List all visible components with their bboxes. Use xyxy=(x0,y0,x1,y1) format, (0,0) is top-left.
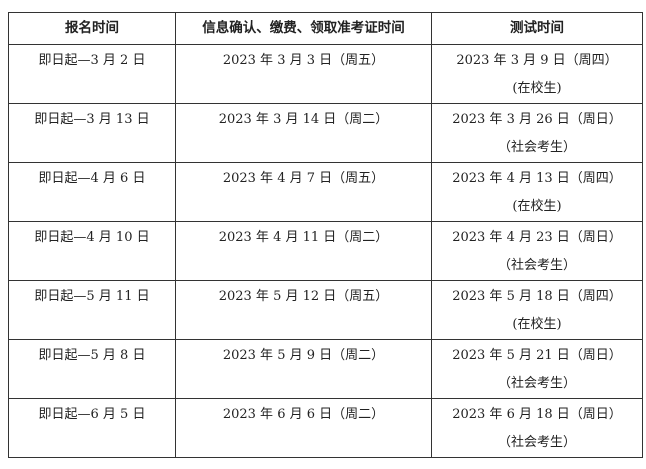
table-row: 即日起—4 月 6 日 2023 年 4 月 7 日（周五） 2023 年 4 月 … xyxy=(8,162,643,222)
header-row: 报名时间 信息确认、缴费、领取准考证时间 测试时间 xyxy=(8,12,643,45)
registration-text: 即日起—4 月 10 日 xyxy=(34,230,150,245)
header-registration: 报名时间 xyxy=(8,12,176,45)
test-date-text: 2023 年 4 月 13 日（周四） xyxy=(452,171,622,186)
registration-text: 即日起—4 月 6 日 xyxy=(38,171,146,186)
registration-text: 即日起—3 月 2 日 xyxy=(38,53,146,68)
test-date-cell: 2023 年 3 月 26 日（周日） （社会考生） xyxy=(431,103,643,163)
registration-cell: 即日起—5 月 11 日 xyxy=(8,280,176,340)
test-group-text: （社会考生） xyxy=(497,435,576,450)
registration-cell: 即日起—3 月 2 日 xyxy=(8,44,176,104)
test-group-text: (在校生) xyxy=(512,317,562,332)
confirmation-cell: 2023 年 3 月 14 日（周二） xyxy=(175,103,432,163)
test-date-text: 2023 年 3 月 9 日（周四） xyxy=(456,53,618,68)
table-row: 即日起—5 月 11 日 2023 年 5 月 12 日（周五） 2023 年 5 … xyxy=(8,280,643,340)
test-group-text: （社会考生） xyxy=(497,376,576,391)
test-date-cell: 2023 年 4 月 13 日（周四） (在校生) xyxy=(431,162,643,222)
test-date-text: 2023 年 3 月 26 日（周日） xyxy=(452,112,622,127)
table-row: 即日起—4 月 10 日 2023 年 4 月 11 日（周二） 2023 年 4 … xyxy=(8,221,643,281)
test-date-text: 2023 年 6 月 18 日（周日） xyxy=(452,407,622,422)
test-date-cell: 2023 年 6 月 18 日（周日） （社会考生） xyxy=(431,398,643,458)
registration-text: 即日起—5 月 11 日 xyxy=(34,289,150,304)
test-group-text: (在校生) xyxy=(512,199,562,214)
confirmation-cell: 2023 年 3 月 3 日（周五） xyxy=(175,44,432,104)
test-date-text: 2023 年 4 月 23 日（周日） xyxy=(452,230,622,245)
confirmation-cell: 2023 年 4 月 11 日（周二） xyxy=(175,221,432,281)
schedule-table: 报名时间 信息确认、缴费、领取准考证时间 测试时间 即日起—3 月 2 日 202… xyxy=(8,12,643,458)
test-date-cell: 2023 年 3 月 9 日（周四） (在校生) xyxy=(431,44,643,104)
registration-cell: 即日起—4 月 6 日 xyxy=(8,162,176,222)
test-group-text: （社会考生） xyxy=(497,140,576,155)
confirmation-text: 2023 年 3 月 14 日（周二） xyxy=(218,112,389,127)
confirmation-text: 2023 年 5 月 12 日（周五） xyxy=(218,289,389,304)
registration-cell: 即日起—4 月 10 日 xyxy=(8,221,176,281)
confirmation-cell: 2023 年 4 月 7 日（周五） xyxy=(175,162,432,222)
confirmation-text: 2023 年 5 月 9 日（周二） xyxy=(222,348,385,363)
registration-cell: 即日起—6 月 5 日 xyxy=(8,398,176,458)
registration-text: 即日起—6 月 5 日 xyxy=(38,407,146,422)
table-row: 即日起—6 月 5 日 2023 年 6 月 6 日（周二） 2023 年 6 月 … xyxy=(8,398,643,458)
registration-text: 即日起—3 月 13 日 xyxy=(34,112,150,127)
table-row: 即日起—3 月 13 日 2023 年 3 月 14 日（周二） 2023 年 3 … xyxy=(8,103,643,163)
test-date-text: 2023 年 5 月 21 日（周日） xyxy=(452,348,622,363)
header-test-date: 测试时间 xyxy=(431,12,643,45)
test-date-text: 2023 年 5 月 18 日（周四） xyxy=(452,289,622,304)
registration-text: 即日起—5 月 8 日 xyxy=(38,348,146,363)
table-row: 即日起—3 月 2 日 2023 年 3 月 3 日（周五） 2023 年 3 月 … xyxy=(8,44,643,104)
registration-cell: 即日起—5 月 8 日 xyxy=(8,339,176,399)
confirmation-text: 2023 年 3 月 3 日（周五） xyxy=(222,53,385,68)
header-confirmation: 信息确认、缴费、领取准考证时间 xyxy=(175,12,432,45)
confirmation-cell: 2023 年 6 月 6 日（周二） xyxy=(175,398,432,458)
confirmation-text: 2023 年 6 月 6 日（周二） xyxy=(222,407,385,422)
confirmation-text: 2023 年 4 月 11 日（周二） xyxy=(218,230,389,245)
confirmation-cell: 2023 年 5 月 9 日（周二） xyxy=(175,339,432,399)
test-date-cell: 2023 年 5 月 18 日（周四） (在校生) xyxy=(431,280,643,340)
confirmation-cell: 2023 年 5 月 12 日（周五） xyxy=(175,280,432,340)
confirmation-text: 2023 年 4 月 7 日（周五） xyxy=(222,171,385,186)
test-date-cell: 2023 年 4 月 23 日（周日） （社会考生） xyxy=(431,221,643,281)
registration-cell: 即日起—3 月 13 日 xyxy=(8,103,176,163)
test-group-text: （社会考生） xyxy=(497,258,576,273)
test-group-text: (在校生) xyxy=(512,81,562,96)
table-row: 即日起—5 月 8 日 2023 年 5 月 9 日（周二） 2023 年 5 月 … xyxy=(8,339,643,399)
test-date-cell: 2023 年 5 月 21 日（周日） （社会考生） xyxy=(431,339,643,399)
